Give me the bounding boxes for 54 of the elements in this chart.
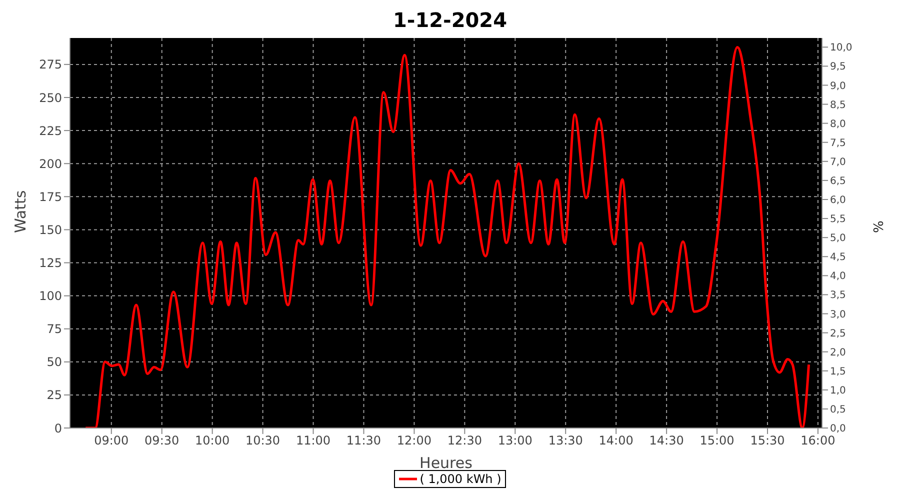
y-tick-label: 0 xyxy=(54,421,62,436)
y2-tick-label: 7,0 xyxy=(830,156,846,168)
y2-tick-label: 9,0 xyxy=(830,80,846,92)
y-tick-label: 50 xyxy=(46,355,62,370)
y2-tick-label: 1,5 xyxy=(830,366,846,378)
x-axis-title: Heures xyxy=(420,454,473,472)
y2-tick-label: 2,0 xyxy=(830,347,846,358)
x-tick-label: 10:00 xyxy=(195,434,230,448)
y-tick-label: 125 xyxy=(39,256,62,270)
x-tick-label: 14:00 xyxy=(598,434,634,448)
legend-label: ( 1,000 kWh ) xyxy=(420,472,502,486)
y2-tick-label: 0,0 xyxy=(830,424,846,435)
y2-axis-title: % xyxy=(869,220,884,233)
x-tick-label: 16:00 xyxy=(800,434,836,448)
y2-tick-label: 5,5 xyxy=(830,214,846,226)
y-tick-label: 175 xyxy=(39,190,62,204)
x-tick-label: 12:00 xyxy=(396,434,432,448)
y2-tick-label: 6,5 xyxy=(830,176,846,187)
x-tick-label: 13:30 xyxy=(548,434,583,448)
y-tick-label: 275 xyxy=(39,58,62,72)
y-tick-label: 250 xyxy=(39,90,62,105)
y2-tick-label: 7,5 xyxy=(830,138,846,149)
x-tick-label: 14:30 xyxy=(649,434,684,448)
y-tick-label: 150 xyxy=(39,222,62,237)
y2-tick-label: 3,0 xyxy=(830,309,846,320)
x-tick-label: 10:30 xyxy=(246,434,280,448)
y2-tick-label: 1,0 xyxy=(830,385,846,396)
line-series xyxy=(84,46,810,428)
y2-tick-label: 2,5 xyxy=(830,328,846,340)
y2-tick-label: 0,5 xyxy=(830,404,846,416)
chart-title: 1-12-2024 xyxy=(392,8,508,34)
x-tick-label: 11:00 xyxy=(296,434,331,448)
y2-tick-label: 8,5 xyxy=(830,100,846,111)
y-axis-title: Watts xyxy=(11,190,30,233)
x-tick-label: 09:30 xyxy=(144,434,180,448)
y2-tick-label: 8,0 xyxy=(830,118,846,130)
y2-tick-label: 10,0 xyxy=(830,42,852,54)
y-tick-label: 100 xyxy=(39,289,62,304)
x-tick-label: 09:00 xyxy=(94,434,129,448)
x-tick-label: 12:30 xyxy=(447,434,482,448)
y-tick-label: 225 xyxy=(39,124,62,138)
y2-tick-label: 4,0 xyxy=(830,271,846,282)
y-tick-label: 25 xyxy=(46,388,62,402)
x-tick-label: 13:00 xyxy=(498,434,532,448)
y2-tick-label: 6,0 xyxy=(830,195,846,206)
y2-tick-label: 3,5 xyxy=(830,290,846,302)
y-tick-label: 75 xyxy=(46,322,62,336)
y2-tick-label: 5,0 xyxy=(830,233,846,244)
y-tick-label: 200 xyxy=(39,156,62,171)
y2-tick-label: 4,5 xyxy=(830,252,846,264)
x-tick-label: 11:30 xyxy=(346,434,382,448)
x-tick-label: 15:30 xyxy=(750,434,785,448)
x-tick-label: 15:00 xyxy=(700,434,734,448)
y2-tick-label: 9,5 xyxy=(830,62,846,73)
